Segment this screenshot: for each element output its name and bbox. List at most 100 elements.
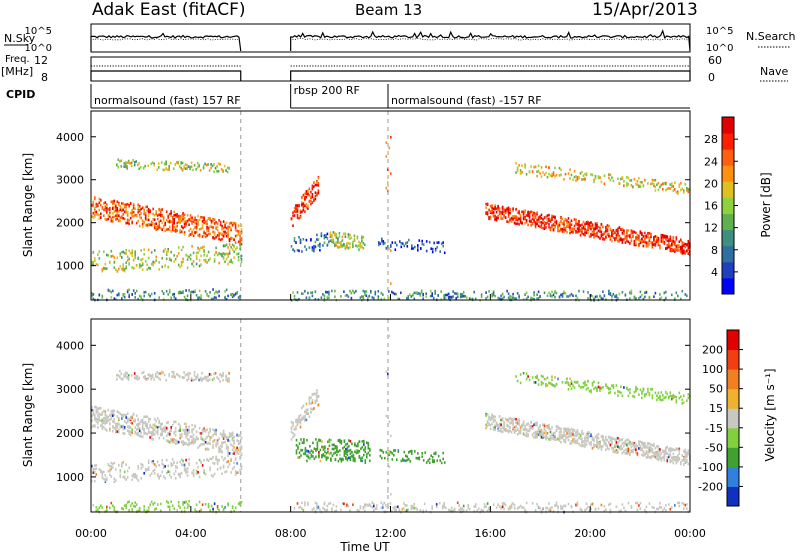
data-point	[203, 250, 205, 254]
data-point	[581, 178, 583, 181]
data-point	[363, 453, 365, 457]
data-point	[190, 165, 193, 168]
data-point	[349, 242, 351, 246]
data-point	[512, 422, 514, 425]
data-point	[513, 297, 516, 300]
data-point	[361, 239, 363, 243]
data-point	[161, 289, 163, 293]
data-point	[144, 214, 147, 217]
data-point	[525, 434, 528, 438]
data-point	[225, 169, 227, 172]
data-point	[302, 206, 305, 209]
data-point	[548, 166, 550, 169]
data-point	[180, 458, 183, 461]
data-point	[298, 216, 300, 220]
data-point	[548, 218, 550, 222]
data-point	[191, 232, 193, 235]
data-point	[119, 412, 122, 416]
data-point	[146, 415, 148, 418]
data-point	[686, 294, 688, 298]
data-point	[560, 441, 562, 444]
data-point	[213, 502, 216, 505]
data-point	[497, 214, 499, 218]
data-point	[100, 203, 102, 207]
data-point	[594, 444, 597, 447]
data-point	[587, 436, 589, 440]
data-point	[296, 209, 299, 212]
data-point	[227, 436, 229, 439]
colorbar-segment	[722, 213, 734, 231]
data-point	[134, 256, 136, 260]
data-point	[200, 246, 202, 250]
data-point	[203, 249, 205, 252]
noise-panel-frame	[90, 23, 691, 53]
data-point	[149, 223, 151, 226]
data-point	[582, 233, 585, 236]
data-point	[455, 296, 457, 300]
data-point	[236, 234, 238, 237]
data-point	[328, 444, 331, 448]
data-point	[309, 451, 311, 454]
data-point	[174, 230, 177, 233]
data-point	[120, 165, 123, 168]
data-point	[164, 476, 166, 480]
data-point	[149, 210, 151, 214]
data-point	[542, 226, 544, 230]
data-point	[203, 216, 205, 220]
data-point	[573, 228, 576, 231]
data-point	[165, 257, 168, 261]
data-point	[216, 165, 218, 168]
data-point	[576, 430, 579, 434]
data-point	[545, 437, 547, 441]
data-point	[455, 292, 457, 295]
data-point	[233, 294, 235, 297]
data-point	[127, 376, 130, 379]
data-point	[209, 216, 211, 220]
data-point	[179, 424, 181, 428]
data-point	[353, 237, 356, 241]
noise-sky-line-1	[290, 29, 691, 52]
data-point	[125, 203, 127, 206]
data-point	[391, 510, 393, 513]
data-point	[126, 425, 129, 428]
data-point	[191, 221, 193, 225]
data-point	[352, 459, 355, 462]
data-point	[158, 207, 160, 211]
data-point	[636, 236, 639, 239]
data-point	[567, 220, 570, 224]
data-point	[302, 416, 305, 420]
data-point	[222, 464, 225, 468]
data-point	[644, 291, 646, 295]
data-point	[615, 233, 618, 237]
data-point	[171, 226, 174, 229]
data-point	[417, 452, 419, 455]
data-point	[546, 219, 549, 222]
data-point	[128, 432, 130, 435]
data-point	[364, 290, 366, 294]
data-point	[173, 438, 175, 441]
data-point	[527, 295, 529, 299]
data-point	[364, 450, 367, 454]
data-point	[370, 504, 372, 508]
data-point	[305, 190, 308, 193]
data-point	[519, 219, 522, 222]
data-point	[411, 247, 413, 250]
data-point	[329, 231, 332, 234]
data-point	[623, 229, 625, 232]
data-point	[301, 441, 304, 444]
data-point	[507, 206, 510, 210]
data-point	[369, 453, 371, 457]
data-point	[188, 462, 190, 465]
data-point	[638, 177, 640, 180]
data-point	[215, 428, 217, 432]
data-point	[534, 216, 537, 219]
data-point	[545, 165, 547, 169]
data-point	[221, 472, 223, 475]
data-point	[686, 189, 688, 192]
data-point	[224, 296, 226, 300]
data-point	[100, 216, 102, 219]
data-point	[531, 297, 534, 300]
data-point	[317, 238, 320, 241]
data-point	[152, 212, 154, 216]
data-point	[207, 459, 210, 462]
